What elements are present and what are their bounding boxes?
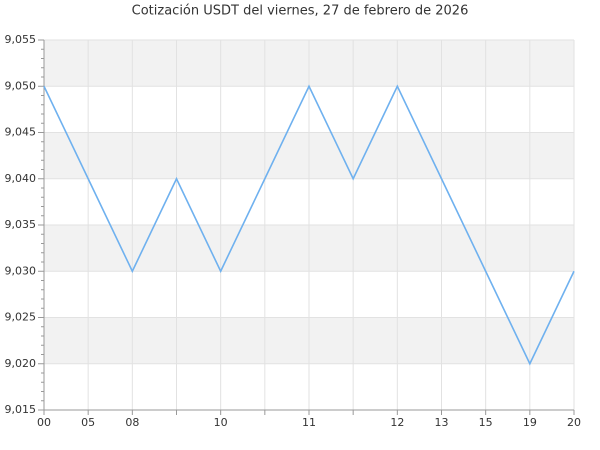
x-tick-label: 05: [81, 416, 95, 429]
y-tick-label: 9,040: [5, 172, 37, 185]
x-tick-label: 15: [479, 416, 493, 429]
y-tick-label: 9,050: [5, 79, 37, 92]
x-tick-label: 10: [214, 416, 228, 429]
chart-title: Cotización USDT del viernes, 27 de febre…: [132, 4, 469, 19]
y-tick-label: 9,015: [5, 403, 37, 416]
y-tick-label: 9,055: [5, 33, 37, 46]
y-tick-label: 9,020: [5, 357, 37, 370]
x-tick-label: 00: [37, 416, 51, 429]
y-tick-label: 9,025: [5, 311, 37, 324]
x-tick-label: 20: [567, 416, 581, 429]
x-tick-label: 11: [302, 416, 316, 429]
series-line: [43, 84, 575, 366]
x-tick-label: 19: [523, 416, 537, 429]
y-tick-label: 9,030: [5, 264, 37, 277]
x-tick-label: 12: [390, 416, 404, 429]
x-tick-label: 08: [125, 416, 139, 429]
y-tick-label: 9,035: [5, 218, 37, 231]
x-tick-label: 13: [435, 416, 449, 429]
y-tick-label: 9,045: [5, 126, 37, 139]
